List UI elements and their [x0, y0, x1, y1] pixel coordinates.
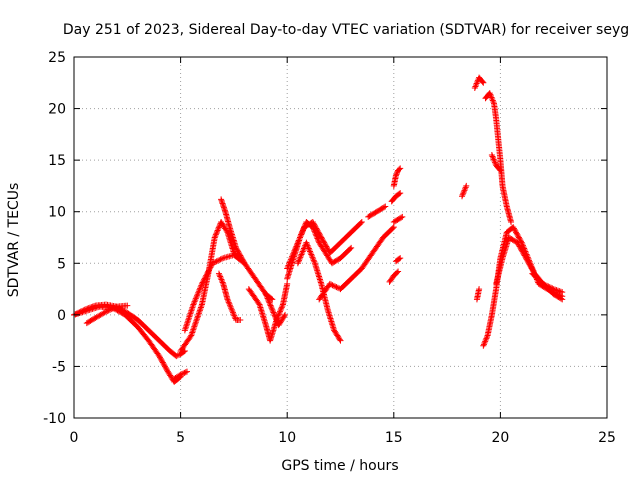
x-tick-label: 0 — [70, 430, 79, 446]
x-tick-label: 5 — [176, 430, 185, 446]
data-point-trace — [262, 291, 289, 329]
series-arc-20 — [390, 213, 406, 226]
data-point-trace — [294, 239, 344, 344]
y-tick-label: 20 — [48, 102, 66, 118]
data-point-trace — [171, 368, 190, 382]
data-point-trace — [365, 203, 389, 220]
data-point-trace — [218, 196, 276, 303]
x-tick-label: 15 — [385, 430, 403, 446]
series-arc-4 — [83, 302, 131, 327]
data-point-trace — [529, 270, 566, 296]
data-point-trace — [390, 165, 404, 189]
series-arc-28 — [473, 286, 483, 303]
series-arc-14 — [316, 224, 397, 303]
data-point-trace — [390, 213, 406, 226]
data-point-trace — [471, 74, 487, 91]
marks-layer — [71, 74, 566, 385]
series-arc-10 — [262, 291, 289, 329]
data-point-trace — [386, 268, 402, 285]
y-tick-label: 10 — [48, 205, 66, 221]
series-arc-9 — [245, 280, 291, 344]
grid-layer — [74, 57, 607, 418]
series-arc-13 — [294, 239, 344, 344]
series-arc-6 — [181, 252, 248, 334]
y-tick-label: 25 — [48, 50, 66, 66]
ticks-layer: 0 5 10 15 20 25 -10 -5 0 5 10 15 20 25 — [43, 50, 616, 446]
data-point-trace — [245, 280, 291, 344]
data-point-trace — [473, 286, 483, 303]
series-arc-8 — [215, 270, 244, 324]
data-point-trace — [316, 224, 397, 303]
plot-frame — [73, 56, 608, 419]
data-point-trace — [392, 255, 404, 265]
y-tick-label: -5 — [52, 359, 66, 375]
series-arc-3 — [171, 368, 190, 382]
series-arc-23 — [482, 90, 515, 226]
series-arc-26 — [493, 234, 566, 303]
series-arc-15 — [365, 203, 389, 220]
x-tick-label: 10 — [278, 430, 296, 446]
series-arc-16 — [388, 190, 404, 205]
series-arc-24 — [488, 151, 504, 174]
chart-title: Day 251 of 2023, Sidereal Day-to-day VTE… — [63, 22, 629, 38]
data-point-trace — [181, 252, 248, 334]
series-arc-2 — [71, 303, 184, 385]
series-arc-21 — [459, 182, 470, 200]
y-tick-label: 0 — [57, 308, 66, 324]
series-arc-17 — [390, 165, 404, 189]
y-axis-label: SDTVAR / TECUs — [6, 183, 22, 298]
data-point-trace — [488, 151, 504, 174]
x-axis-label: GPS time / hours — [281, 458, 398, 474]
y-tick-label: -10 — [43, 411, 66, 427]
series-arc-7 — [218, 196, 276, 303]
series-arc-27 — [529, 270, 566, 296]
data-point-trace — [482, 90, 515, 226]
data-point-trace — [71, 303, 184, 385]
y-tick-label: 5 — [57, 256, 66, 272]
x-tick-label: 20 — [491, 430, 509, 446]
data-point-trace — [388, 190, 404, 205]
series-arc-22 — [471, 74, 487, 91]
series-arc-19 — [392, 255, 404, 265]
data-point-trace — [83, 302, 131, 327]
series-arc-18 — [386, 268, 402, 285]
y-tick-label: 15 — [48, 153, 66, 169]
data-point-trace — [215, 270, 244, 324]
data-point-trace — [459, 182, 470, 200]
data-point-trace — [493, 234, 566, 303]
x-tick-label: 25 — [598, 430, 616, 446]
data-point-trace — [284, 219, 365, 272]
series-arc-12 — [284, 219, 365, 272]
